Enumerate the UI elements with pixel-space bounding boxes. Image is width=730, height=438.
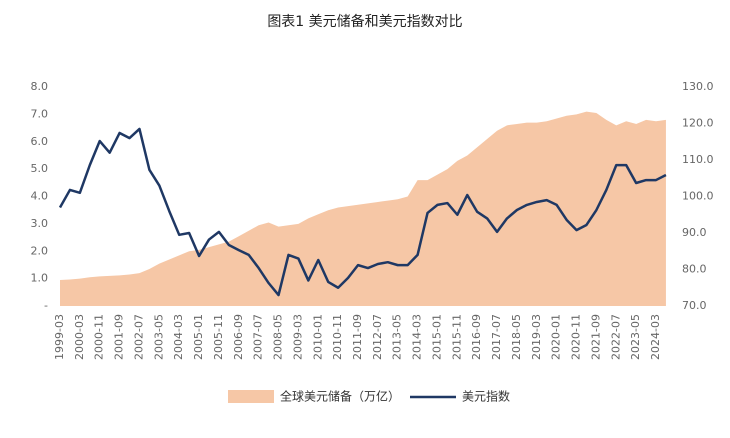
x-tick-label: 2010-11 xyxy=(331,314,344,360)
x-tick-label: 2016-09 xyxy=(470,314,483,360)
y2-tick-label: 80.0 xyxy=(682,263,707,276)
x-tick-label: 2005-11 xyxy=(212,314,225,360)
y-tick-label: 6.0 xyxy=(31,135,49,148)
y-tick-label: 5.0 xyxy=(31,162,49,175)
y2-tick-label: 120.0 xyxy=(682,117,714,130)
y2-tick-label: 70.0 xyxy=(682,299,707,312)
x-tick-label: 2024-03 xyxy=(649,314,662,360)
x-tick-label: 1999-03 xyxy=(53,314,66,360)
area xyxy=(60,111,666,306)
x-tick-label: 2007-07 xyxy=(252,314,265,360)
x-tick-label: 2002-07 xyxy=(132,314,145,360)
x-tick-label: 2013-05 xyxy=(391,314,404,360)
y-tick-label: - xyxy=(44,299,48,312)
x-tick-label: 2003-05 xyxy=(152,314,165,360)
x-tick-label: 2015-11 xyxy=(450,314,463,360)
y2-tick-label: 130.0 xyxy=(682,80,714,93)
legend-label: 美元指数 xyxy=(462,389,510,404)
y2-tick-label: 100.0 xyxy=(682,190,714,203)
x-tick-label: 2023-05 xyxy=(629,314,642,360)
x-tick-label: 2022-07 xyxy=(609,314,622,360)
y-tick-label: 4.0 xyxy=(31,190,49,203)
x-tick-label: 2005-01 xyxy=(192,314,205,360)
y2-tick-label: 110.0 xyxy=(682,153,714,166)
x-tick-label: 2009-03 xyxy=(291,314,304,360)
y-tick-label: 3.0 xyxy=(31,217,49,230)
y-tick-label: 1.0 xyxy=(31,272,49,285)
x-tick-label: 2018-05 xyxy=(510,314,523,360)
chart-title: 图表1 美元储备和美元指数对比 xyxy=(267,13,462,30)
y-tick-label: 7.0 xyxy=(31,107,49,120)
x-tick-label: 2001-09 xyxy=(113,314,126,360)
y-tick-label: 2.0 xyxy=(31,244,49,257)
x-tick-label: 2004-03 xyxy=(172,314,185,360)
legend-swatch xyxy=(228,390,274,403)
x-tick-label: 2020-01 xyxy=(550,314,563,360)
x-tick-label: 2008-05 xyxy=(272,314,285,360)
x-tick-label: 2012-07 xyxy=(371,314,384,360)
x-tick-label: 2011-09 xyxy=(351,314,364,360)
x-tick-label: 2010-01 xyxy=(311,314,324,360)
x-tick-label: 2021-09 xyxy=(589,314,602,360)
x-tick-label: 2017-07 xyxy=(490,314,503,360)
x-tick-label: 2000-03 xyxy=(73,314,86,360)
legend-label: 全球美元储备（万亿） xyxy=(280,389,400,404)
line xyxy=(58,127,667,297)
x-tick-label: 2000-11 xyxy=(93,314,106,360)
x-tick-label: 2014-03 xyxy=(411,314,424,360)
x-tick-label: 2006-09 xyxy=(232,314,245,360)
x-tick-label: 2015-01 xyxy=(430,314,443,360)
x-tick-label: 2019-03 xyxy=(530,314,543,360)
y2-tick-label: 90.0 xyxy=(682,226,707,239)
x-tick-label: 2020-11 xyxy=(570,314,583,360)
y-tick-label: 8.0 xyxy=(31,80,49,93)
